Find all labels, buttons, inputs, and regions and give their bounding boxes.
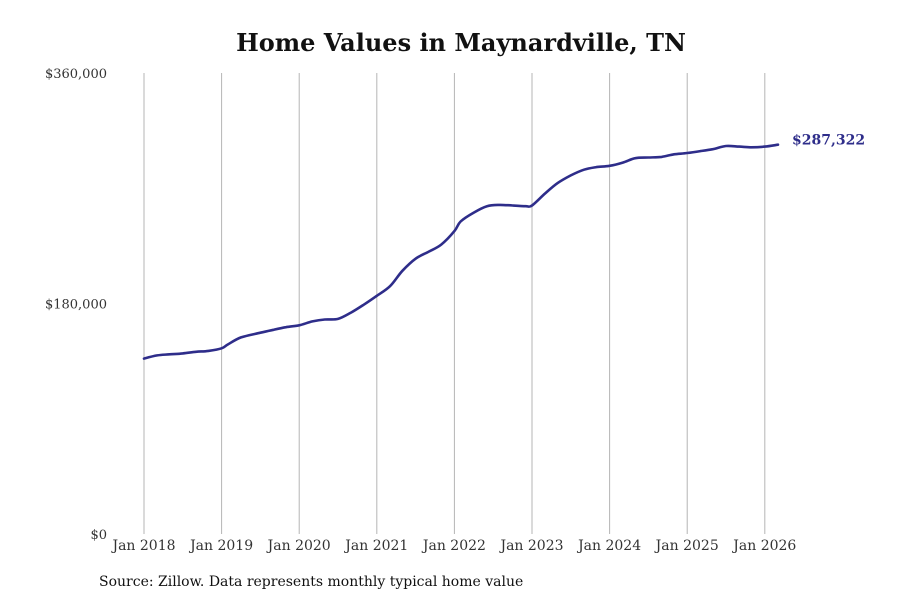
x-tick-label: Jan 2024 xyxy=(576,538,641,554)
x-tick-label: Jan 2021 xyxy=(343,538,408,554)
end-value-label: $287,322 xyxy=(792,133,865,149)
x-tick-label: Jan 2018 xyxy=(110,538,175,554)
series-line xyxy=(142,143,780,360)
x-tick-label: Jan 2019 xyxy=(188,538,253,554)
x-tick-label: Jan 2023 xyxy=(498,538,563,554)
x-tick-label: Jan 2026 xyxy=(731,538,796,554)
y-tick-label: $180,000 xyxy=(45,298,107,313)
y-tick-label: $360,000 xyxy=(45,67,107,82)
x-tick-label: Jan 2025 xyxy=(654,538,719,554)
y-tick-label: $0 xyxy=(90,528,107,543)
source-note: Source: Zillow. Data represents monthly … xyxy=(99,574,524,590)
chart-title: Home Values in Maynardville, TN xyxy=(236,28,686,57)
x-tick-label: Jan 2022 xyxy=(421,538,486,554)
x-tick-label: Jan 2020 xyxy=(266,538,331,554)
